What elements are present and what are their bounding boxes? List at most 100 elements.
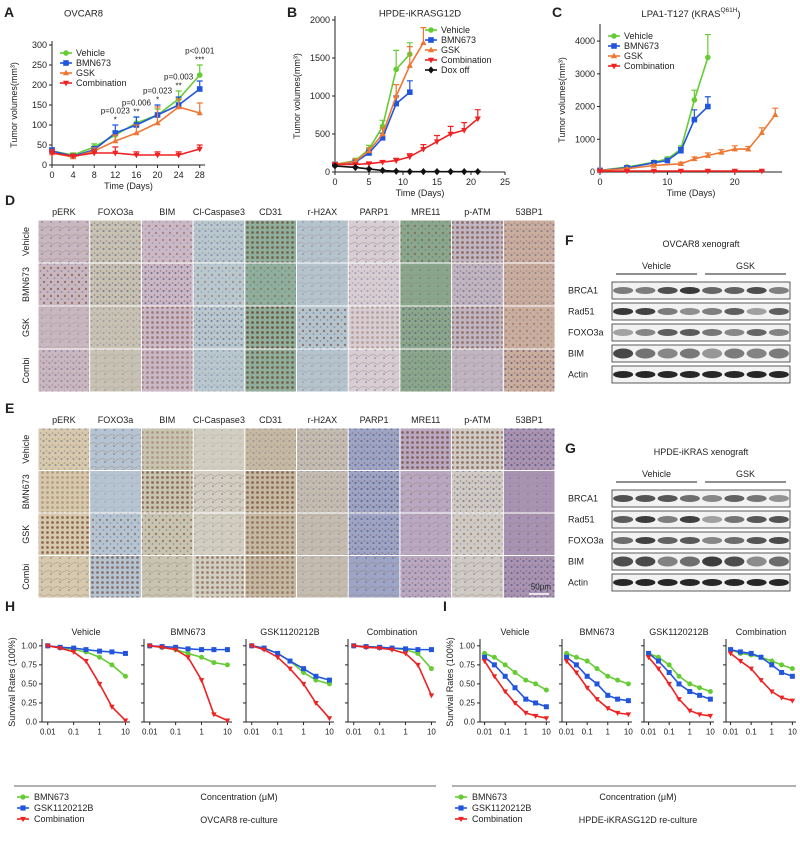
ihc-texture (193, 306, 245, 349)
marker (420, 167, 427, 176)
legend-marker (62, 80, 70, 87)
marker (199, 654, 205, 660)
marker (379, 130, 386, 137)
marker (512, 700, 518, 706)
blot-band (724, 556, 745, 567)
marker (122, 718, 129, 724)
legend-label: BMN673 (472, 792, 507, 802)
legend-marker (427, 66, 435, 74)
marker (261, 647, 267, 653)
blot-frame (611, 365, 791, 384)
x-tick-label: 0.01 (559, 728, 575, 737)
legend-label: Vehicle (76, 48, 105, 58)
ihc-texture (400, 556, 452, 598)
marker (393, 158, 400, 164)
y-tick-label: 0.50 (459, 679, 475, 688)
blot-frame (611, 344, 791, 363)
marker (789, 673, 795, 679)
marker (778, 695, 785, 701)
marker (365, 161, 373, 167)
row-label: GSK (21, 318, 31, 337)
marker (326, 677, 332, 683)
marker (57, 646, 63, 652)
marker (403, 646, 409, 652)
ihc-texture (245, 471, 296, 513)
y-tick-label: 1000 (575, 134, 595, 144)
ihc-texture (193, 471, 245, 513)
ihc-texture (193, 513, 245, 555)
marker (564, 650, 570, 656)
x-tick-label: 24 (174, 170, 184, 180)
blot-band (657, 287, 678, 294)
x-tick-label: 10 (398, 177, 408, 187)
x-tick-label: 10 (427, 728, 436, 737)
legend-label: Vehicle (624, 31, 653, 41)
x-tick-label: 10 (662, 177, 672, 187)
marker (211, 660, 217, 666)
marker (91, 150, 98, 157)
blot-band (613, 308, 634, 315)
marker (523, 677, 529, 683)
x-tick-label: 0.01 (142, 728, 158, 737)
marker (594, 681, 600, 687)
ihc-texture (297, 471, 348, 513)
marker (461, 127, 468, 134)
blot-band (613, 287, 634, 294)
marker (533, 681, 539, 687)
marker (97, 654, 103, 660)
y-tick-label: 4000 (575, 36, 595, 46)
ihc-texture (348, 471, 400, 513)
marker (428, 693, 435, 699)
x-tick-label: 0.1 (500, 728, 512, 737)
legend-label: GSK1120212B (472, 803, 531, 813)
marker (705, 103, 711, 110)
ihc-texture (141, 220, 193, 263)
blot-frame (611, 323, 791, 342)
marker (415, 650, 421, 656)
ihc-texture (452, 306, 503, 349)
marker (122, 650, 128, 656)
ihc-texture (141, 349, 193, 392)
x-tick-label: 0.1 (582, 728, 594, 737)
marker (676, 681, 682, 687)
ihc-texture (503, 220, 555, 263)
blot-frame (611, 510, 791, 529)
blot-band (613, 516, 634, 523)
marker (109, 649, 115, 655)
marker (625, 712, 632, 718)
x-tick-label: 8 (92, 170, 97, 180)
blot-band (635, 287, 656, 294)
marker (704, 152, 711, 158)
marker (433, 167, 441, 176)
marker (789, 666, 795, 672)
subplot-title: BMN673 (170, 627, 205, 637)
ihc-texture (90, 220, 141, 263)
blot-band (768, 371, 789, 378)
ihc-texture (400, 471, 452, 513)
y-tick-label: 1000 (310, 91, 330, 101)
marker (300, 681, 307, 687)
marker (502, 673, 508, 679)
blot-band (724, 287, 745, 294)
panel-label: A (4, 4, 14, 20)
ihc-texture (297, 556, 348, 598)
marker (769, 658, 775, 664)
marker (474, 167, 481, 176)
marker (211, 647, 217, 653)
x-tick-label: 20 (153, 170, 163, 180)
column-label: 53BP1 (516, 415, 543, 425)
y-axis-label: Tumor volumes(mm³) (9, 62, 19, 148)
marker (274, 655, 281, 661)
marker (407, 89, 413, 95)
ihc-texture (348, 428, 400, 470)
y-tick-label: 150 (32, 100, 47, 110)
marker (573, 662, 579, 668)
blot-band (768, 287, 789, 294)
marker (112, 130, 119, 136)
ihc-texture (452, 349, 503, 392)
blot-band (746, 537, 767, 544)
x-tick-label: 10 (788, 728, 797, 737)
ihc-texture (141, 263, 193, 306)
marker (687, 689, 693, 695)
